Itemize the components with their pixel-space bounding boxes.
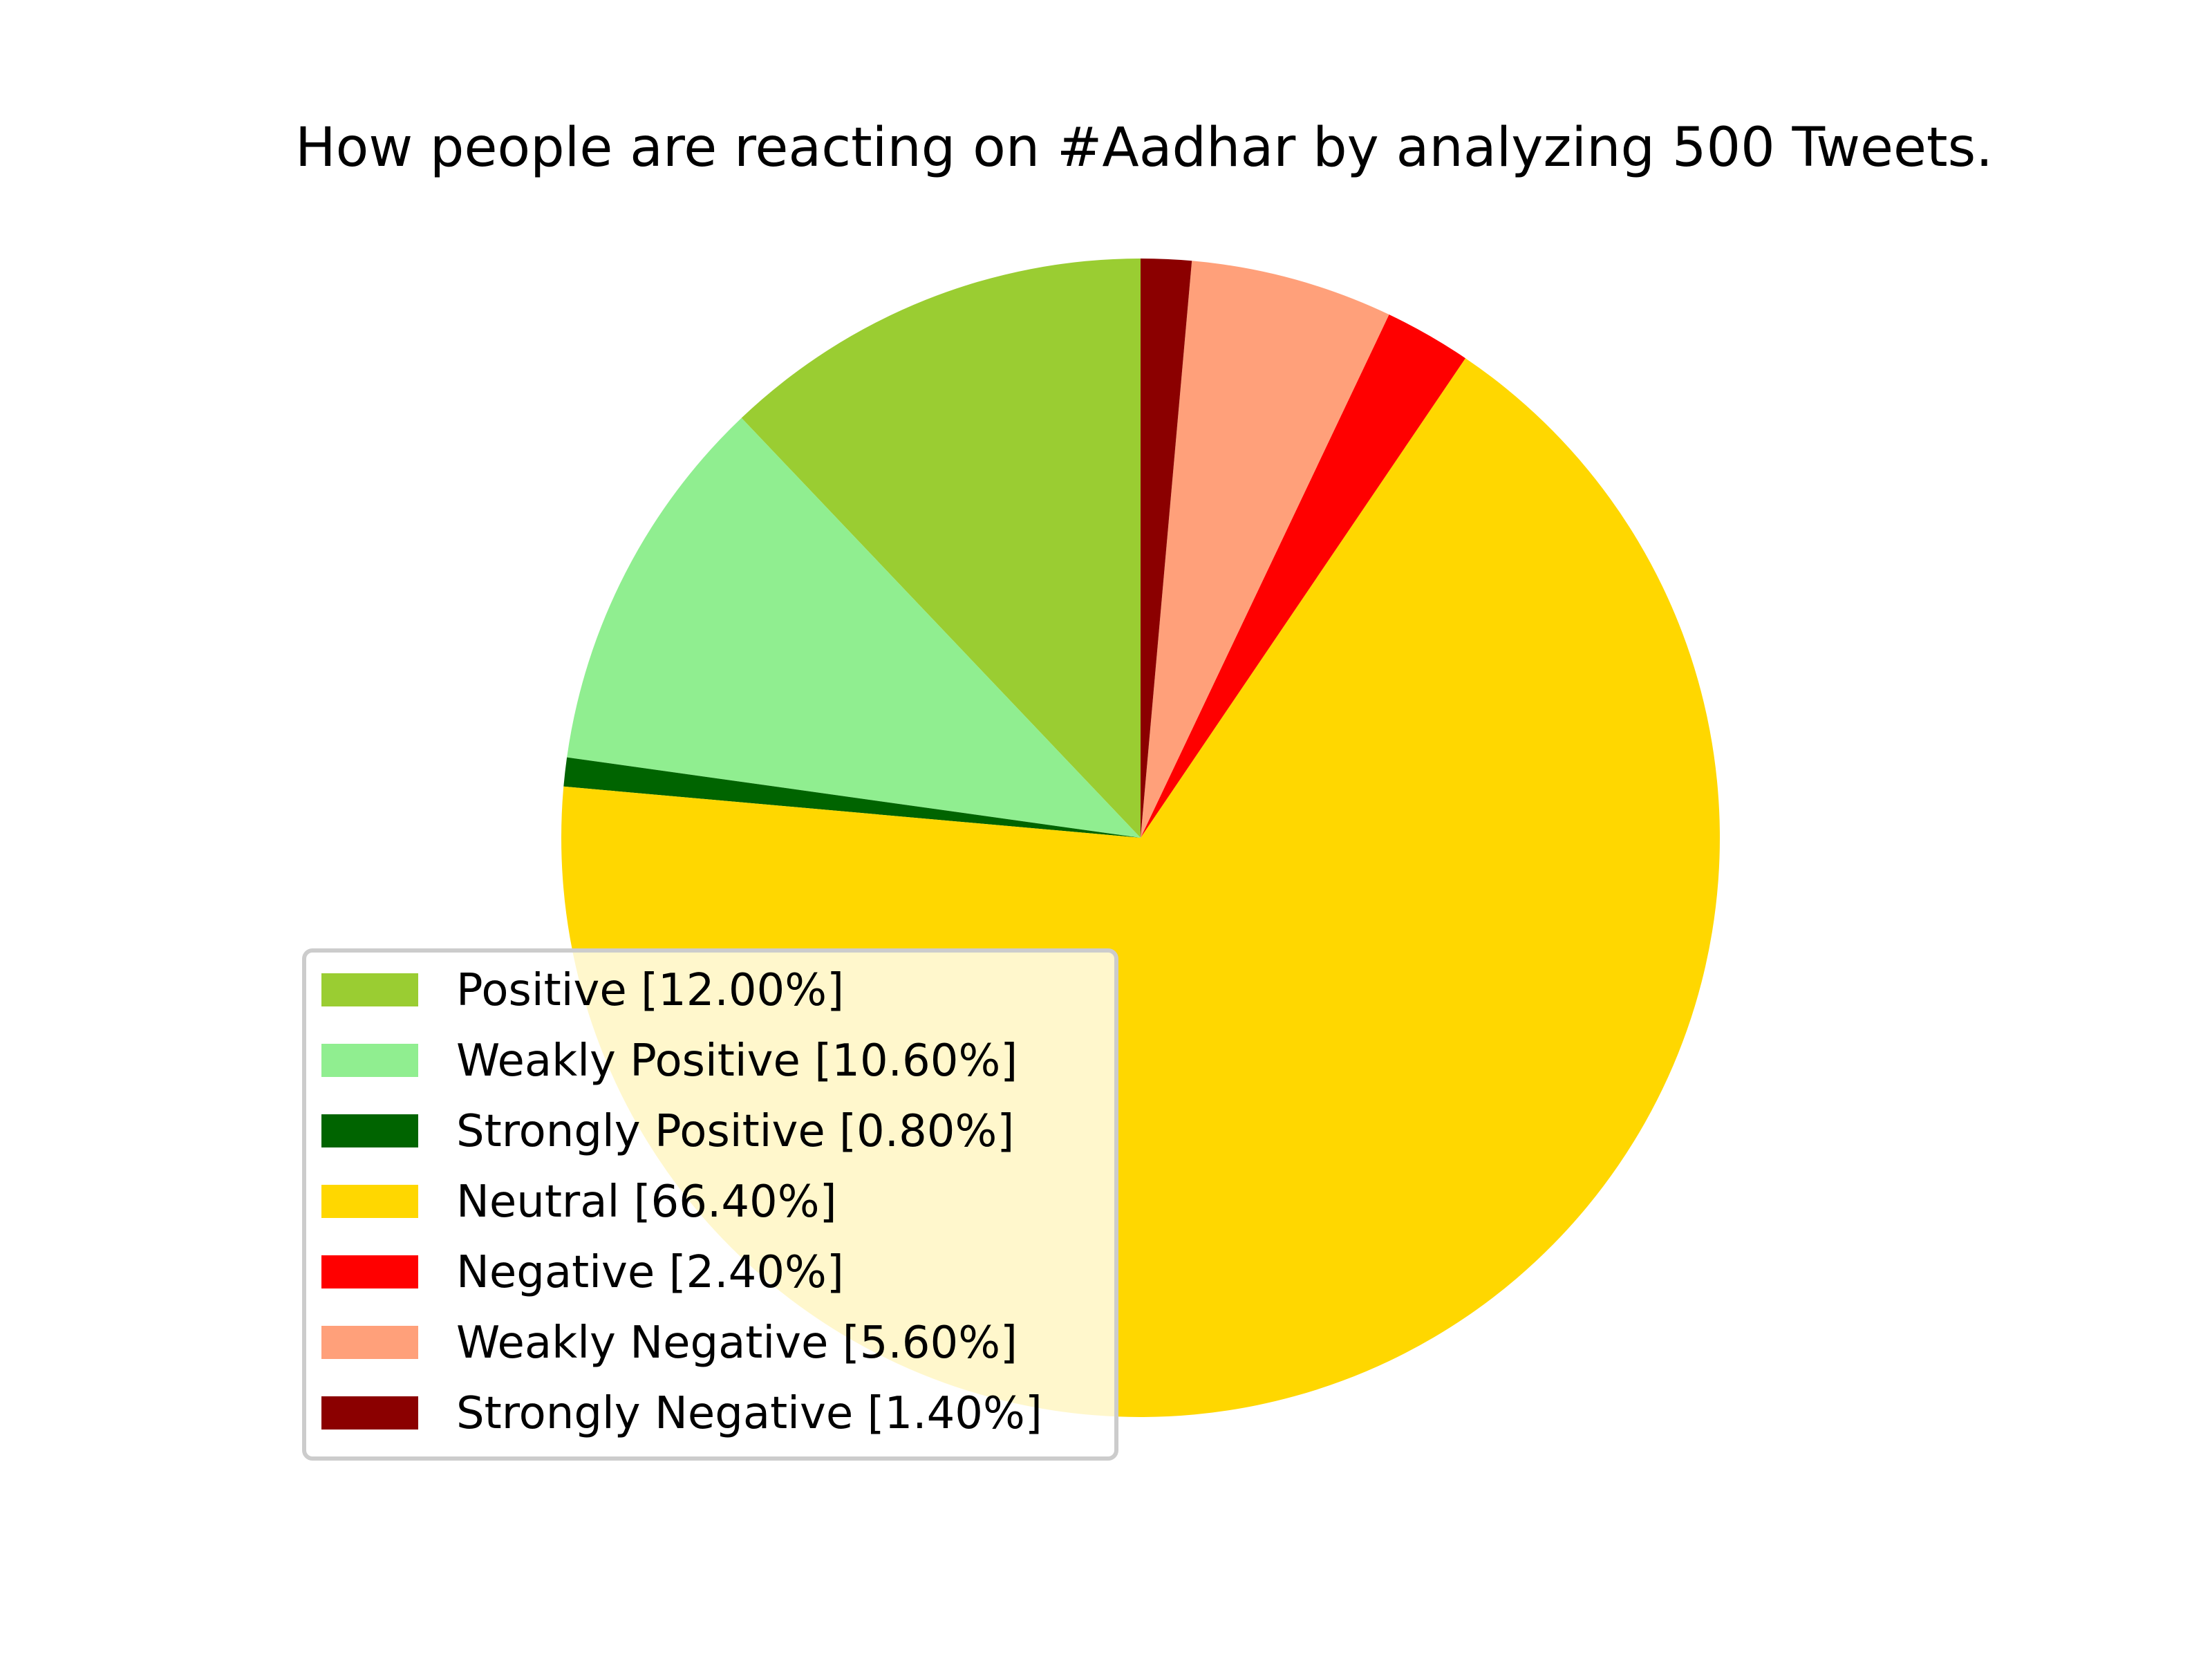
pie-slice-weakly-negative	[1141, 261, 1389, 838]
legend: Positive [12.00%] Weakly Positive [10.60%…	[302, 948, 1118, 1461]
legend-swatch-strongly-positive	[321, 1114, 418, 1147]
legend-swatch-strongly-negative	[321, 1396, 418, 1430]
legend-swatch-weakly-positive	[321, 1044, 418, 1077]
legend-label-positive: Positive [12.00%]	[456, 965, 844, 1016]
pie-slice-strongly-positive	[563, 757, 1141, 838]
legend-label-weakly-positive: Weakly Positive [10.60%]	[456, 1035, 1018, 1087]
legend-swatch-negative	[321, 1255, 418, 1288]
pie-slice-strongly-negative	[1141, 259, 1192, 838]
chart-title: How people are reacting on #Aadhar by an…	[295, 117, 1993, 179]
legend-swatch-weakly-negative	[321, 1326, 418, 1359]
legend-swatch-neutral	[321, 1185, 418, 1218]
legend-label-weakly-negative: Weakly Negative [5.60%]	[456, 1318, 1018, 1369]
pie-slice-negative	[1141, 315, 1465, 838]
pie-slice-weakly-positive	[567, 418, 1141, 838]
pie-slice-positive	[741, 259, 1141, 838]
legend-frame	[302, 948, 1118, 1461]
legend-swatch-positive	[321, 973, 418, 1006]
legend-items: Positive [12.00%] Weakly Positive [10.60%…	[321, 965, 1042, 1439]
legend-label-negative: Negative [2.40%]	[456, 1247, 844, 1298]
legend-label-strongly-positive: Strongly Positive [0.80%]	[456, 1106, 1014, 1157]
legend-label-strongly-negative: Strongly Negative [1.40%]	[456, 1388, 1042, 1439]
legend-label-neutral: Neutral [66.40%]	[456, 1177, 837, 1228]
